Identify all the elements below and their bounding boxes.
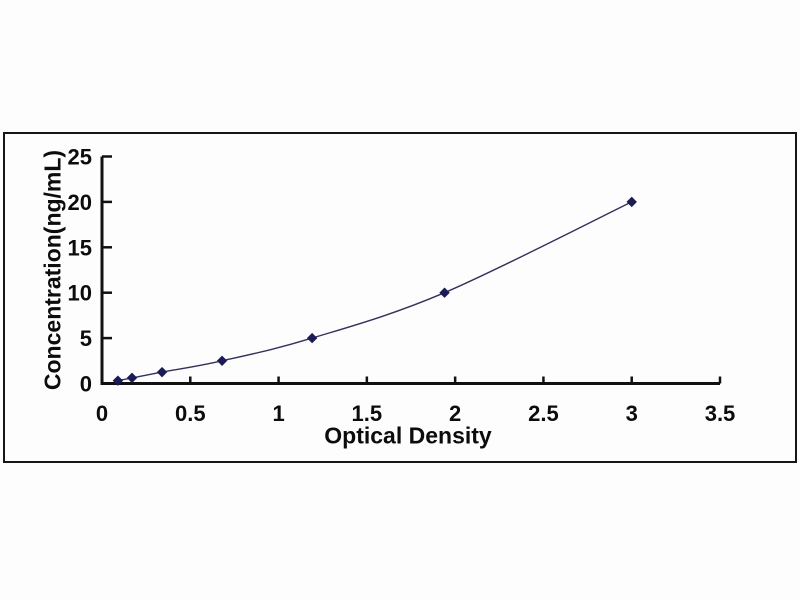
x-tick-label: 2 xyxy=(449,401,461,426)
x-axis-title: Optical Density xyxy=(324,422,492,449)
x-tick-label: 3 xyxy=(626,401,638,426)
x-tick-label: 0 xyxy=(96,401,108,426)
data-point-marker xyxy=(439,287,450,298)
data-point-marker xyxy=(156,366,168,378)
y-axis-title: Concentration(ng/mL) xyxy=(39,149,66,391)
data-point-marker xyxy=(112,375,124,386)
data-point-marker xyxy=(306,332,318,344)
y-tick-label: 25 xyxy=(68,145,92,170)
y-tick-label: 10 xyxy=(68,281,92,306)
x-tick-label: 3.5 xyxy=(705,401,736,426)
x-tick-label: 2.5 xyxy=(528,401,559,426)
x-tick-label: 1.5 xyxy=(352,401,383,426)
y-tick-label: 0 xyxy=(80,372,92,397)
data-point-marker xyxy=(626,196,637,208)
data-point-marker xyxy=(126,372,138,384)
axis-lines xyxy=(100,156,720,385)
standard-curve-line xyxy=(117,201,633,382)
x-tick-label: 0.5 xyxy=(175,401,206,426)
chart-frame xyxy=(3,132,797,463)
data-point-marker xyxy=(216,355,228,367)
y-tick-label: 15 xyxy=(68,235,92,260)
y-tick-label: 5 xyxy=(80,326,92,351)
y-tick-label: 20 xyxy=(68,190,92,215)
x-tick-label: 1 xyxy=(272,401,284,426)
